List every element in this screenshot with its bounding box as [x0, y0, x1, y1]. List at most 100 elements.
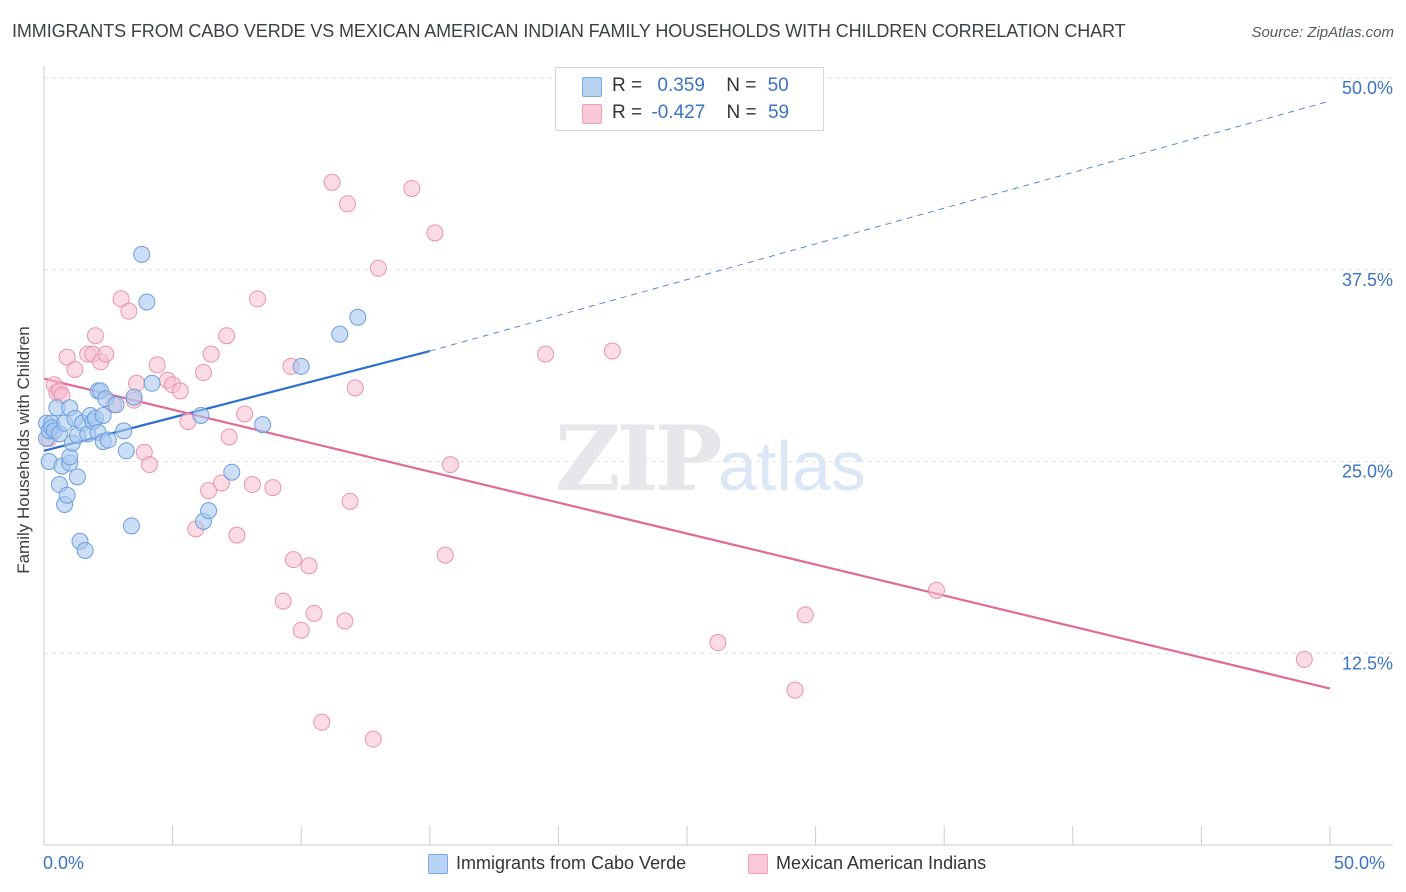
point-mexican-american-indians: [128, 374, 146, 392]
y-tick-label: 12.5%: [1342, 653, 1393, 673]
bottom-legend-label: Immigrants from Cabo Verde: [456, 853, 687, 873]
legend-text: R = -0.427 N = 59: [612, 102, 789, 124]
point-cabo-verde: [200, 502, 218, 520]
point-cabo-verde: [133, 245, 151, 263]
bottom-legend-swatch-pink: [748, 854, 768, 874]
point-cabo-verde: [349, 308, 367, 326]
bottom-legend-label: Mexican American Indians: [776, 853, 987, 873]
x-tick-label-max: 50.0%: [1334, 853, 1386, 873]
point-mexican-american-indians: [200, 482, 218, 500]
point-mexican-american-indians: [369, 259, 387, 277]
point-mexican-american-indians: [796, 606, 814, 624]
point-mexican-american-indians: [341, 492, 359, 510]
point-cabo-verde: [99, 431, 117, 449]
point-cabo-verde: [115, 422, 133, 440]
point-cabo-verde: [117, 442, 135, 460]
r-label: R =: [612, 102, 643, 123]
point-mexican-american-indians: [313, 713, 331, 731]
point-mexican-american-indians: [403, 179, 421, 197]
point-cabo-verde: [68, 468, 86, 486]
point-mexican-american-indians: [927, 581, 945, 599]
y-tick-labels: 12.5% 25.0% 37.5% 50.0%: [1342, 78, 1393, 673]
point-mexican-american-indians: [426, 224, 444, 242]
point-cabo-verde: [331, 325, 349, 343]
n-value: 59: [767, 102, 790, 123]
point-mexican-american-indians: [1295, 650, 1313, 668]
n-label: N =: [726, 102, 757, 123]
watermark: ZIP atlas: [555, 406, 866, 512]
point-mexican-american-indians: [292, 621, 310, 639]
point-mexican-american-indians: [236, 405, 254, 423]
point-cabo-verde: [94, 406, 112, 424]
point-mexican-american-indians: [323, 173, 341, 191]
y-tick-label: 50.0%: [1342, 78, 1393, 98]
point-mexican-american-indians: [220, 428, 238, 446]
point-mexican-american-indians: [305, 604, 323, 622]
point-mexican-american-indians: [228, 526, 246, 544]
point-mexican-american-indians: [264, 479, 282, 497]
gridlines: [44, 77, 1393, 654]
point-cabo-verde: [138, 293, 156, 311]
chart-title: IMMIGRANTS FROM CABO VERDE VS MEXICAN AM…: [12, 21, 1126, 41]
point-cabo-verde: [125, 388, 143, 406]
point-cabo-verde: [143, 374, 161, 392]
point-mexican-american-indians: [58, 348, 76, 366]
point-mexican-american-indians: [284, 551, 302, 569]
point-mexican-american-indians: [786, 681, 804, 699]
point-mexican-american-indians: [202, 345, 220, 363]
point-mexican-american-indians: [364, 730, 382, 748]
point-mexican-american-indians: [218, 327, 236, 345]
legend-swatch-blue: [582, 77, 602, 97]
point-cabo-verde: [192, 406, 210, 424]
watermark-zip: ZIP: [555, 406, 721, 512]
point-mexican-american-indians: [66, 360, 84, 378]
point-mexican-american-indians: [436, 546, 454, 564]
point-mexican-american-indians: [140, 456, 158, 474]
point-mexican-american-indians: [248, 290, 266, 308]
point-mexican-american-indians: [243, 476, 261, 494]
data-points: [38, 173, 1313, 748]
point-mexican-american-indians: [148, 356, 166, 374]
watermark-atlas: atlas: [718, 427, 866, 505]
point-mexican-american-indians: [194, 364, 212, 382]
point-mexican-american-indians: [537, 345, 555, 363]
point-cabo-verde: [58, 486, 76, 504]
point-mexican-american-indians: [171, 382, 189, 400]
source-credit: Source: ZipAtlas.com: [1251, 24, 1394, 41]
point-mexican-american-indians: [441, 456, 459, 474]
point-cabo-verde: [122, 517, 140, 535]
point-mexican-american-indians: [346, 379, 364, 397]
y-axis-title: Family Households with Children: [14, 326, 33, 574]
point-mexican-american-indians: [336, 612, 354, 630]
y-tick-label: 25.0%: [1342, 462, 1393, 482]
point-cabo-verde: [76, 541, 94, 559]
point-cabo-verde: [223, 463, 241, 481]
point-mexican-american-indians: [212, 474, 230, 492]
bottom-legend-swatch-blue: [428, 854, 448, 874]
r-value: 0.359: [657, 75, 705, 96]
point-mexican-american-indians: [338, 195, 356, 213]
point-mexican-american-indians: [86, 327, 104, 345]
n-value: 50: [767, 75, 789, 96]
point-mexican-american-indians: [274, 592, 292, 610]
point-cabo-verde: [107, 396, 125, 414]
point-mexican-american-indians: [112, 290, 130, 308]
point-mexican-american-indians: [603, 342, 621, 360]
point-cabo-verde: [61, 448, 79, 466]
point-mexican-american-indians: [709, 634, 727, 652]
r-label: R =: [612, 75, 643, 96]
y-tick-label: 37.5%: [1342, 270, 1393, 290]
legend-text: R = 0.359 N = 50: [612, 75, 789, 97]
legend-swatch-pink: [582, 104, 602, 124]
n-label: N =: [726, 75, 757, 96]
trend-line-cabo-verde-extension: [429, 100, 1331, 352]
point-mexican-american-indians: [120, 302, 138, 320]
r-value: -0.427: [651, 102, 706, 123]
correlation-legend: R = 0.359 N = 50 R = -0.427 N = 59: [555, 67, 824, 131]
point-mexican-american-indians: [300, 557, 318, 575]
x-tick-label-min: 0.0%: [43, 853, 85, 873]
point-cabo-verde: [292, 357, 310, 375]
point-cabo-verde: [254, 416, 272, 434]
point-mexican-american-indians: [97, 345, 115, 363]
